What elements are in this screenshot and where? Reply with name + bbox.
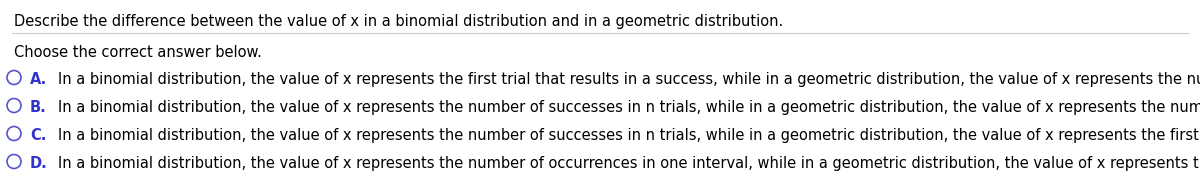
Text: D.: D. xyxy=(30,156,48,171)
Text: A.: A. xyxy=(30,72,47,87)
Text: In a binomial distribution, the value of x represents the first trial that resul: In a binomial distribution, the value of… xyxy=(58,72,1200,87)
Text: In a binomial distribution, the value of x represents the number of successes in: In a binomial distribution, the value of… xyxy=(58,128,1200,143)
Text: In a binomial distribution, the value of x represents the number of successes in: In a binomial distribution, the value of… xyxy=(58,100,1200,115)
Text: Choose the correct answer below.: Choose the correct answer below. xyxy=(14,45,262,60)
Text: C.: C. xyxy=(30,128,47,143)
Text: In a binomial distribution, the value of x represents the number of occurrences : In a binomial distribution, the value of… xyxy=(58,156,1200,171)
Text: Describe the difference between the value of x in a binomial distribution and in: Describe the difference between the valu… xyxy=(14,14,784,29)
Text: B.: B. xyxy=(30,100,47,115)
